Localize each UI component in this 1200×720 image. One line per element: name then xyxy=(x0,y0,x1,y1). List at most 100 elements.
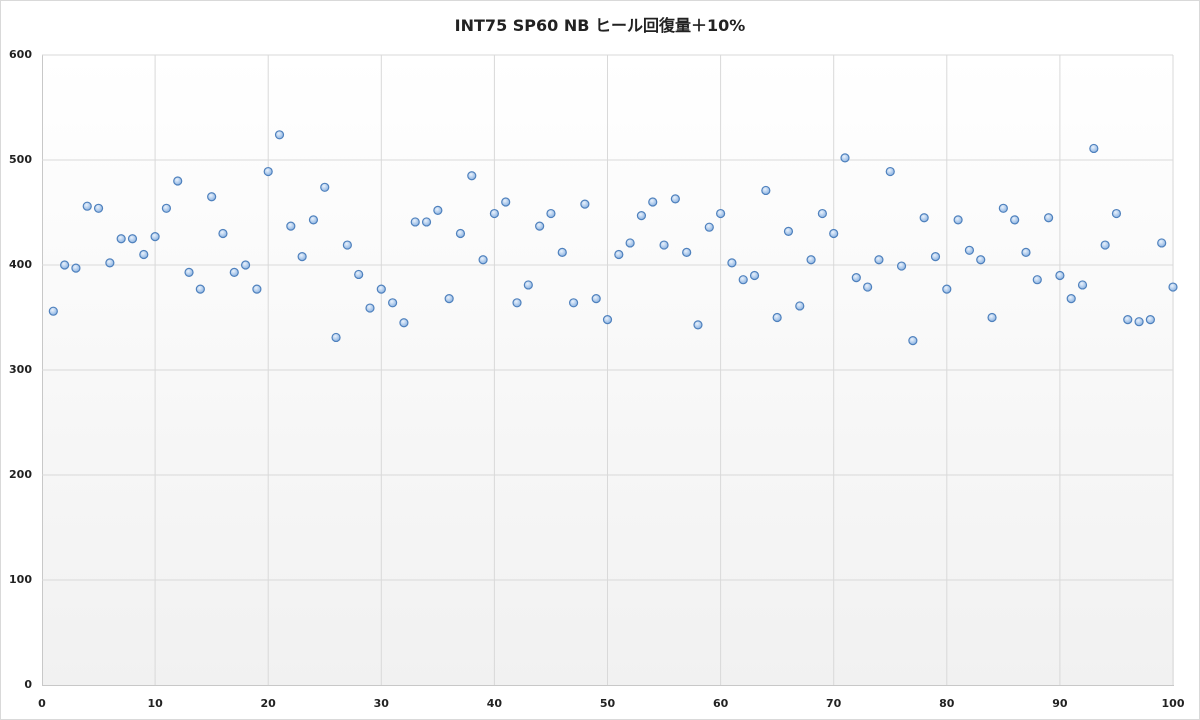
data-point xyxy=(274,130,285,140)
data-point xyxy=(682,247,692,257)
data-point xyxy=(1021,247,1031,257)
data-point xyxy=(229,267,239,277)
x-tick-label: 60 xyxy=(712,697,729,710)
data-point xyxy=(1111,208,1122,219)
data-point xyxy=(1123,315,1133,325)
data-point xyxy=(1055,270,1065,281)
data-point xyxy=(433,205,443,215)
data-point xyxy=(365,303,375,313)
data-point xyxy=(987,312,997,323)
data-point xyxy=(625,238,635,248)
data-point xyxy=(240,260,251,270)
data-point xyxy=(331,332,341,343)
data-point xyxy=(286,221,296,231)
data-point xyxy=(297,252,307,262)
data-point xyxy=(591,294,601,304)
x-tick-label: 40 xyxy=(486,697,503,710)
data-point xyxy=(998,203,1008,213)
data-point xyxy=(557,247,567,257)
x-tick-label: 20 xyxy=(260,697,276,710)
data-point xyxy=(885,166,895,177)
data-point xyxy=(1134,317,1144,327)
data-point xyxy=(874,255,884,265)
data-point xyxy=(48,306,58,316)
data-point xyxy=(659,240,669,250)
x-tick-label: 0 xyxy=(38,697,46,710)
data-point xyxy=(150,232,160,242)
data-point xyxy=(444,294,454,304)
data-point xyxy=(1043,213,1054,223)
data-point xyxy=(60,260,70,270)
data-point xyxy=(467,171,477,181)
data-point xyxy=(896,261,907,271)
data-point xyxy=(161,203,172,213)
data-point xyxy=(535,221,545,231)
data-point xyxy=(851,273,861,283)
data-point xyxy=(489,208,499,219)
data-point xyxy=(82,201,92,211)
data-point xyxy=(263,166,273,177)
y-tick-label: 500 xyxy=(9,153,32,166)
y-tick-label: 400 xyxy=(9,258,32,271)
x-tick-label: 80 xyxy=(939,697,955,710)
data-point xyxy=(320,182,330,192)
data-point xyxy=(919,213,929,223)
data-point xyxy=(421,217,432,227)
data-point xyxy=(1077,280,1088,290)
data-point xyxy=(964,245,975,255)
data-point xyxy=(976,255,986,265)
data-point xyxy=(636,211,647,221)
data-point xyxy=(749,270,760,281)
data-point xyxy=(568,298,579,308)
data-point xyxy=(908,336,918,346)
data-point xyxy=(478,255,488,265)
data-point xyxy=(71,263,81,273)
x-tick-label: 100 xyxy=(1161,697,1185,710)
data-point xyxy=(930,252,941,262)
data-point xyxy=(1010,215,1020,225)
y-tick-label: 0 xyxy=(24,678,32,691)
data-point xyxy=(693,320,703,330)
y-tick-label: 200 xyxy=(9,468,32,481)
data-point xyxy=(399,318,409,328)
data-point xyxy=(806,255,816,265)
data-point xyxy=(523,280,533,290)
data-point xyxy=(127,234,138,244)
data-point xyxy=(173,176,183,186)
y-tick-label: 600 xyxy=(9,48,32,61)
x-tick-label: 50 xyxy=(599,697,616,710)
data-point xyxy=(139,249,149,260)
chart-title: INT75 SP60 NB ヒール回復量＋10% xyxy=(454,16,746,35)
data-point xyxy=(715,208,726,219)
x-tick-label: 90 xyxy=(1052,697,1068,710)
data-point xyxy=(614,249,624,260)
x-tick-label: 10 xyxy=(147,697,163,710)
data-point xyxy=(252,284,262,294)
data-point xyxy=(1032,275,1042,285)
data-point xyxy=(942,284,952,294)
x-tick-label: 30 xyxy=(373,697,389,710)
data-point xyxy=(761,185,771,196)
data-point xyxy=(105,258,115,268)
data-point xyxy=(455,228,466,239)
data-point xyxy=(354,269,364,280)
data-point xyxy=(817,208,827,219)
data-point xyxy=(727,258,737,268)
data-point xyxy=(795,301,805,311)
x-tick-label: 70 xyxy=(826,697,842,710)
data-point xyxy=(388,298,398,308)
data-point xyxy=(863,282,873,292)
data-point xyxy=(308,215,319,225)
data-point xyxy=(1089,143,1099,154)
data-point xyxy=(829,228,839,239)
data-point xyxy=(501,197,511,207)
data-point xyxy=(738,275,748,285)
data-point xyxy=(704,222,714,232)
y-tick-label: 300 xyxy=(9,363,32,376)
data-point xyxy=(342,240,352,250)
data-point xyxy=(93,203,104,213)
data-point xyxy=(1145,315,1155,325)
data-point xyxy=(376,284,386,294)
data-point xyxy=(546,208,556,219)
data-point xyxy=(195,284,205,294)
